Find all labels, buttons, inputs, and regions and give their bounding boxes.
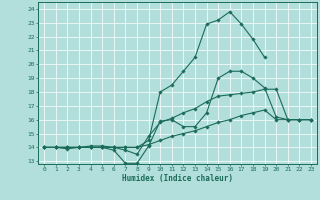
X-axis label: Humidex (Indice chaleur): Humidex (Indice chaleur) — [122, 174, 233, 183]
